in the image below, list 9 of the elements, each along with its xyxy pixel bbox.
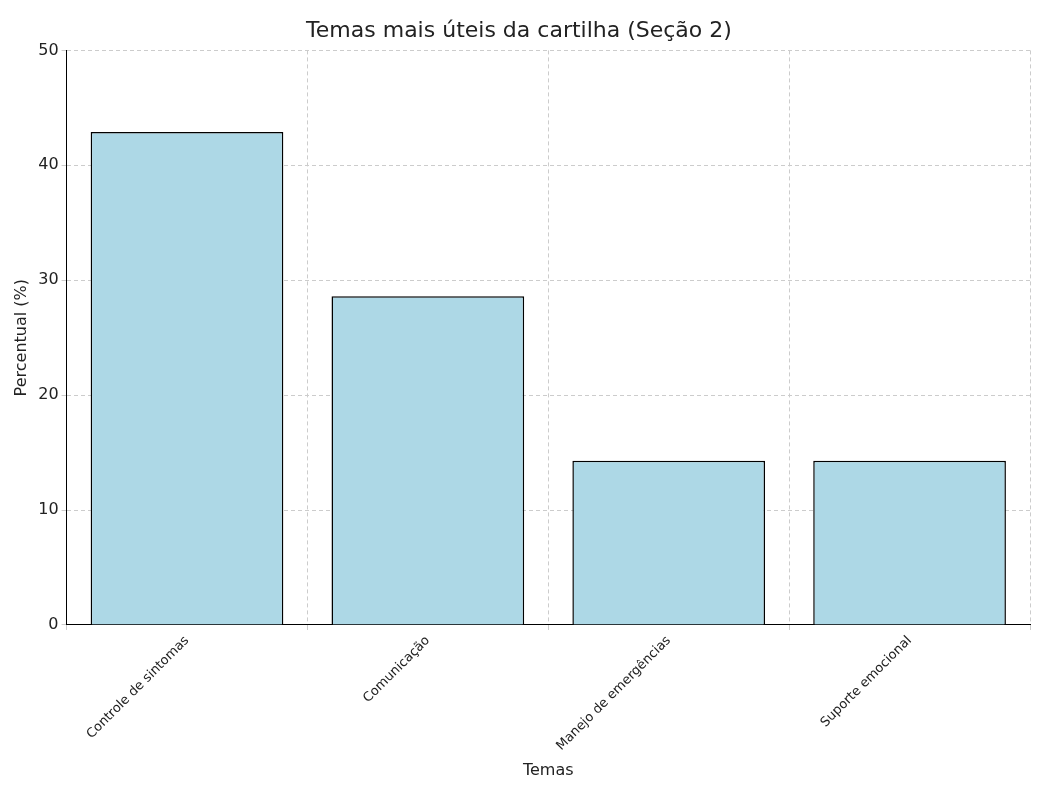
y-tick-label: 20 <box>38 384 59 404</box>
y-axis-title: Percentual (%) <box>10 279 30 397</box>
y-tick-label: 0 <box>48 614 59 634</box>
y-tick-label: 30 <box>38 269 59 289</box>
y-tick-label: 50 <box>38 39 59 59</box>
y-tick-label: 40 <box>38 154 59 174</box>
x-axis-title: Temas <box>521 759 574 779</box>
chart-title: Temas mais úteis da cartilha (Seção 2) <box>305 16 732 42</box>
y-tick-label: 10 <box>38 499 59 519</box>
